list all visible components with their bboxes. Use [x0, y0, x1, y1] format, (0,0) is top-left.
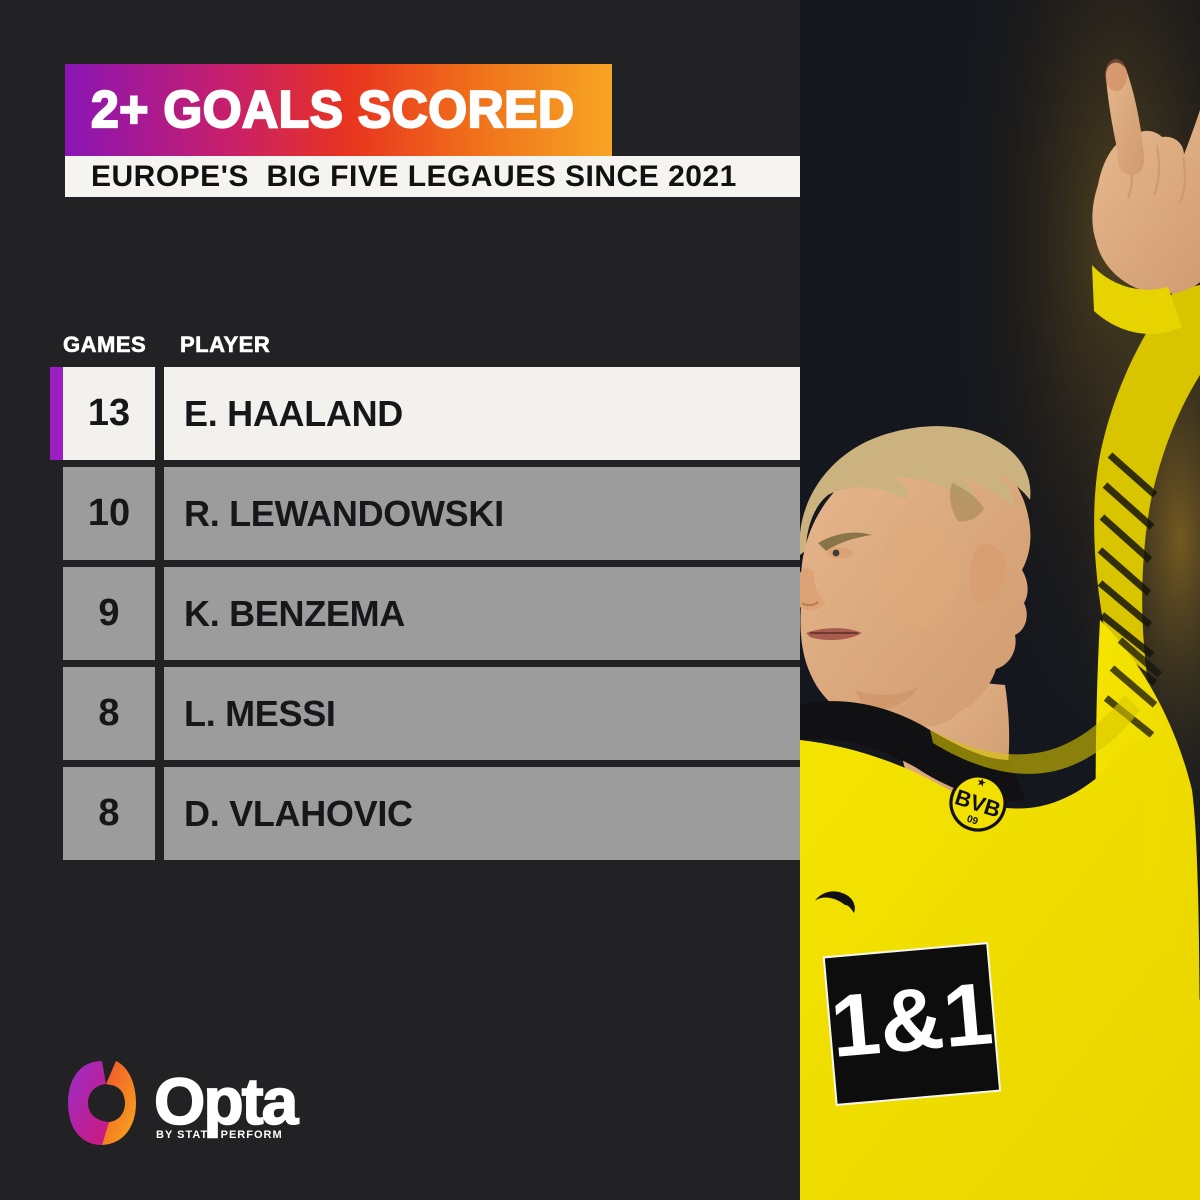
- svg-text:1&1: 1&1: [827, 963, 996, 1076]
- svg-text:BY STATS PERFORM: BY STATS PERFORM: [156, 1129, 283, 1141]
- svg-text:Opta: Opta: [154, 1064, 300, 1138]
